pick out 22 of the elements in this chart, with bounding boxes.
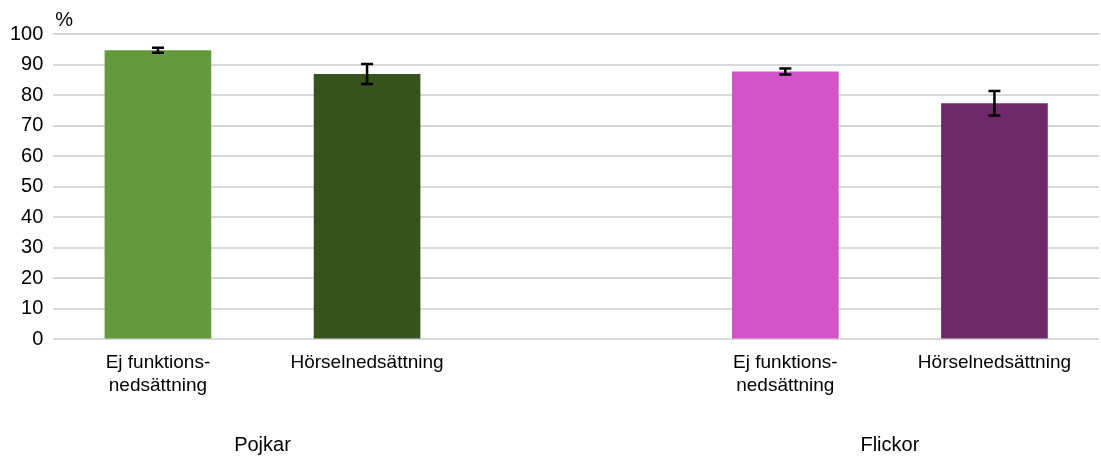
bar (104, 50, 212, 339)
x-tick-label: Hörselnedsättning (290, 351, 444, 373)
y-axis-title: % (55, 7, 74, 30)
x-tick-label: Hörselnedsättning (917, 351, 1072, 373)
y-tick-label: 20 (21, 265, 44, 288)
x-tick-label: Ej funktions- nedsättning (733, 351, 838, 395)
y-tick-label: 10 (21, 296, 44, 319)
text: Flickor (860, 433, 920, 455)
y-tick-label: 60 (21, 143, 44, 166)
bar (941, 103, 1048, 339)
y-tick-label: 90 (21, 52, 44, 75)
y-tick-label: 50 (21, 174, 44, 197)
bar (731, 71, 839, 339)
y-tick-label: 100 (9, 21, 44, 44)
bar (313, 74, 421, 339)
y-tick-label: 0 (32, 326, 44, 349)
y-tick-label: 30 (21, 235, 44, 258)
y-tick-label: 70 (21, 113, 44, 136)
text: Pojkar (234, 433, 292, 455)
y-tick-label: 80 (21, 82, 44, 105)
y-tick-label: 40 (21, 204, 44, 227)
x-tick-label: Ej funktions- nedsättning (105, 351, 211, 395)
